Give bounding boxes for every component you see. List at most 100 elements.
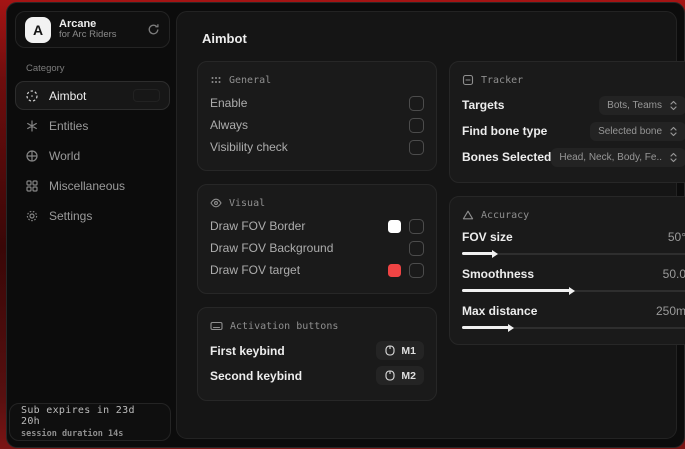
visual-card-header: Visual [210, 197, 424, 209]
keyboard-icon [210, 320, 223, 332]
globe-icon [25, 149, 39, 163]
sparkle-icon [25, 119, 39, 133]
sidebar-item-entities[interactable]: Entities [15, 111, 170, 140]
enable-checkbox[interactable] [409, 95, 424, 111]
accuracy-card: Accuracy FOV size 50° [449, 196, 685, 345]
second-keybind-value: M2 [401, 369, 416, 382]
sidebar-item-miscellaneous[interactable]: Miscellaneous [15, 171, 170, 200]
general-card-header: General [210, 74, 424, 86]
slider-fill [462, 323, 515, 332]
chevron-up-down-icon [669, 100, 678, 111]
left-column: General Enable Always Visibility check [197, 61, 437, 401]
fov-target-color-swatch[interactable] [388, 263, 401, 277]
sidebar-nav: Aimbot Entities [15, 81, 170, 230]
setting-row-enable: Enable [210, 92, 424, 114]
sidebar-item-label: Entities [49, 118, 89, 133]
sidebar-item-settings[interactable]: Settings [15, 201, 170, 230]
grid-icon [25, 179, 39, 193]
max-distance-slider[interactable] [462, 323, 685, 332]
slider-track [462, 252, 685, 255]
first-keybind-value: M1 [401, 344, 416, 357]
crosshair-icon [25, 89, 39, 103]
setting-row-targets: Targets Bots, Teams [462, 92, 685, 118]
sidebar: A Arcane for Arc Riders Category [7, 3, 176, 447]
category-label: Category [26, 63, 65, 74]
slider-row-max-distance: Max distance 250m [462, 304, 685, 332]
activation-card: Activation buttons First keybind [197, 307, 437, 401]
app-window: A Arcane for Arc Riders Category [6, 2, 685, 448]
setting-row-always: Always [210, 114, 424, 136]
tracker-card-header: Tracker [462, 74, 685, 86]
fov-size-label: FOV size [462, 230, 513, 244]
smoothness-value: 50.0 [662, 267, 685, 281]
mouse-icon [384, 345, 396, 356]
brand-logo: A [25, 16, 51, 43]
tracker-card: Tracker Targets Bots, Teams [449, 61, 685, 183]
always-checkbox[interactable] [409, 117, 424, 133]
eye-icon [210, 197, 222, 209]
fov-border-checkbox[interactable] [409, 218, 424, 234]
page-title: Aimbot [202, 31, 247, 46]
setting-row-first-keybind: First keybind M1 [210, 338, 424, 363]
sidebar-item-world[interactable]: World [15, 141, 170, 170]
setting-row-fov-border: Draw FOV Border [210, 215, 424, 237]
slider-fill [462, 286, 575, 295]
target-box-icon [462, 74, 474, 86]
slider-fill [462, 249, 499, 258]
accuracy-card-title: Accuracy [481, 209, 530, 221]
fov-target-checkbox[interactable] [409, 262, 424, 278]
right-column: Tracker Targets Bots, Teams [449, 61, 685, 401]
setting-row-find-bone-type: Find bone type Selected bone [462, 118, 685, 144]
sub-expiry-text: Sub expires in 23d 20h [21, 405, 135, 427]
fov-border-color-swatch[interactable] [388, 219, 401, 233]
general-card-title: General [229, 74, 272, 86]
find-bone-type-dropdown[interactable]: Selected bone [590, 121, 685, 141]
setting-row-second-keybind: Second keybind M2 [210, 363, 424, 388]
triangle-icon [462, 209, 474, 221]
keybind-hint-badge [133, 89, 160, 102]
slider-row-fov-size: FOV size 50° [462, 230, 685, 258]
smoothness-label: Smoothness [462, 267, 535, 281]
visual-card: Visual Draw FOV Border Draw FOV Backgrou… [197, 184, 437, 294]
fov-size-value: 50° [667, 230, 685, 244]
session-duration-text: session duration 14s [21, 429, 124, 439]
visibility-check-checkbox[interactable] [409, 139, 424, 155]
general-card: General Enable Always Visibility check [197, 61, 437, 171]
max-distance-label: Max distance [462, 304, 538, 318]
mouse-icon [384, 370, 396, 381]
brand-name: Arcane [59, 17, 97, 30]
slider-row-smoothness: Smoothness 50.0 [462, 267, 685, 295]
bones-selected-dropdown-value: Head, Neck, Body, Fe.. [559, 151, 663, 163]
targets-dropdown-value: Bots, Teams [607, 99, 663, 111]
subscription-card: Sub expires in 23d 20h session duration … [9, 403, 171, 441]
targets-dropdown[interactable]: Bots, Teams [599, 95, 685, 115]
sidebar-item-label: Miscellaneous [49, 178, 126, 193]
sidebar-item-label: World [49, 148, 81, 163]
activation-card-header: Activation buttons [210, 320, 424, 332]
fov-size-slider[interactable] [462, 249, 685, 258]
brand-text: Arcane for Arc Riders [59, 18, 117, 42]
slider-track [462, 326, 685, 329]
main-panel: Aimbot General [176, 11, 685, 439]
max-distance-value: 250m [655, 304, 685, 318]
gear-icon [25, 209, 39, 223]
sidebar-item-label: Settings [49, 208, 93, 223]
dots-grid-icon [210, 74, 222, 86]
sidebar-item-aimbot[interactable]: Aimbot [15, 81, 170, 110]
bones-selected-dropdown[interactable]: Head, Neck, Body, Fe.. [551, 147, 685, 167]
activation-card-title: Activation buttons [230, 320, 339, 332]
chevron-up-down-icon [669, 126, 678, 137]
refresh-icon[interactable] [147, 23, 160, 36]
second-keybind-button[interactable]: M2 [376, 366, 424, 385]
fov-background-checkbox[interactable] [409, 240, 424, 256]
visual-card-title: Visual [229, 197, 266, 209]
find-bone-type-dropdown-value: Selected bone [598, 125, 663, 137]
accuracy-card-header: Accuracy [462, 209, 685, 221]
setting-row-fov-background: Draw FOV Background [210, 237, 424, 259]
setting-row-bones-selected: Bones Selected Head, Neck, Body, Fe.. [462, 144, 685, 170]
first-keybind-button[interactable]: M1 [376, 341, 424, 360]
brand-subtitle: for Arc Riders [59, 29, 117, 41]
setting-row-fov-target: Draw FOV target [210, 259, 424, 281]
smoothness-slider[interactable] [462, 286, 685, 295]
